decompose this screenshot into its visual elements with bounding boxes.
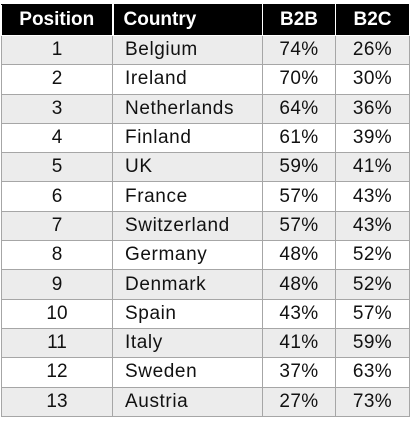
- cell-b2c: 26%: [335, 34, 410, 66]
- cell-country: UK: [112, 152, 263, 183]
- table-row: 4 Finland 61% 39%: [1, 122, 410, 154]
- table-row: 12 Sweden 37% 63%: [1, 357, 410, 388]
- cell-b2c: 43%: [335, 210, 410, 242]
- cell-b2b: 57%: [262, 210, 336, 242]
- table-row: 13 Austria 27% 73%: [1, 386, 410, 417]
- cell-position: 2: [1, 64, 113, 95]
- cell-b2c: 59%: [335, 327, 410, 359]
- cell-position: 1: [1, 34, 113, 66]
- cell-b2c: 57%: [335, 298, 410, 329]
- cell-b2b: 43%: [262, 298, 336, 329]
- cell-b2c: 41%: [335, 152, 410, 183]
- table-row: 9 Denmark 48% 52%: [1, 269, 410, 300]
- cell-b2c: 52%: [335, 240, 410, 271]
- column-header-b2b: B2B: [262, 4, 336, 36]
- cell-b2c: 52%: [335, 269, 410, 300]
- table-row: 1 Belgium 74% 26%: [1, 34, 410, 66]
- cell-b2c: 73%: [335, 386, 410, 417]
- table-body: 1 Belgium 74% 26% 2 Ireland 70% 30% 3 Netherlands…: [1, 34, 410, 417]
- cell-country: France: [112, 181, 263, 212]
- column-header-b2c: B2C: [335, 4, 410, 36]
- cell-b2b: 37%: [262, 357, 336, 388]
- cell-b2b: 48%: [262, 269, 336, 300]
- cell-position: 13: [1, 386, 113, 417]
- table-header: Position Country B2B B2C: [1, 4, 410, 36]
- cell-position: 9: [1, 269, 113, 300]
- table-row: 7 Switzerland 57% 43%: [1, 210, 410, 242]
- cell-position: 6: [1, 181, 113, 212]
- country-b2b-b2c-table: Position Country B2B B2C 1 Belgium 74% 26% 2…: [1, 4, 410, 417]
- cell-b2b: 70%: [262, 64, 336, 95]
- cell-position: 3: [1, 93, 113, 124]
- cell-country: Belgium: [112, 34, 263, 66]
- cell-b2b: 27%: [262, 386, 336, 417]
- cell-position: 4: [1, 122, 113, 154]
- cell-b2b: 57%: [262, 181, 336, 212]
- cell-country: Italy: [112, 327, 263, 359]
- cell-country: Netherlands: [112, 93, 263, 124]
- cell-b2c: 43%: [335, 181, 410, 212]
- cell-b2c: 36%: [335, 93, 410, 124]
- column-header-position: Position: [1, 4, 113, 36]
- table-row: 2 Ireland 70% 30%: [1, 64, 410, 95]
- cell-country: Denmark: [112, 269, 263, 300]
- cell-b2b: 64%: [262, 93, 336, 124]
- table-row: 5 UK 59% 41%: [1, 152, 410, 183]
- cell-position: 5: [1, 152, 113, 183]
- cell-b2b: 48%: [262, 240, 336, 271]
- cell-b2c: 30%: [335, 64, 410, 95]
- column-header-country: Country: [111, 4, 263, 36]
- cell-position: 10: [1, 298, 113, 329]
- cell-position: 7: [1, 210, 113, 242]
- cell-b2b: 41%: [262, 327, 336, 359]
- cell-b2c: 63%: [335, 357, 410, 388]
- cell-b2b: 61%: [262, 122, 336, 154]
- cell-country: Ireland: [112, 64, 263, 95]
- cell-country: Spain: [112, 298, 263, 329]
- cell-b2b: 59%: [262, 152, 336, 183]
- cell-position: 12: [1, 357, 113, 388]
- cell-country: Germany: [112, 240, 263, 271]
- header-row: Position Country B2B B2C: [1, 4, 410, 36]
- table-row: 8 Germany 48% 52%: [1, 240, 410, 271]
- table-row: 10 Spain 43% 57%: [1, 298, 410, 329]
- cell-b2b: 74%: [262, 34, 336, 66]
- table-container: Position Country B2B B2C 1 Belgium 74% 26% 2…: [1, 4, 410, 417]
- cell-position: 11: [1, 327, 113, 359]
- table-row: 3 Netherlands 64% 36%: [1, 93, 410, 124]
- cell-position: 8: [1, 240, 113, 271]
- table-row: 6 France 57% 43%: [1, 181, 410, 212]
- cell-country: Sweden: [112, 357, 263, 388]
- cell-country: Austria: [112, 386, 263, 417]
- cell-b2c: 39%: [335, 122, 410, 154]
- cell-country: Finland: [112, 122, 263, 154]
- table-row: 11 Italy 41% 59%: [1, 327, 410, 359]
- cell-country: Switzerland: [112, 210, 263, 242]
